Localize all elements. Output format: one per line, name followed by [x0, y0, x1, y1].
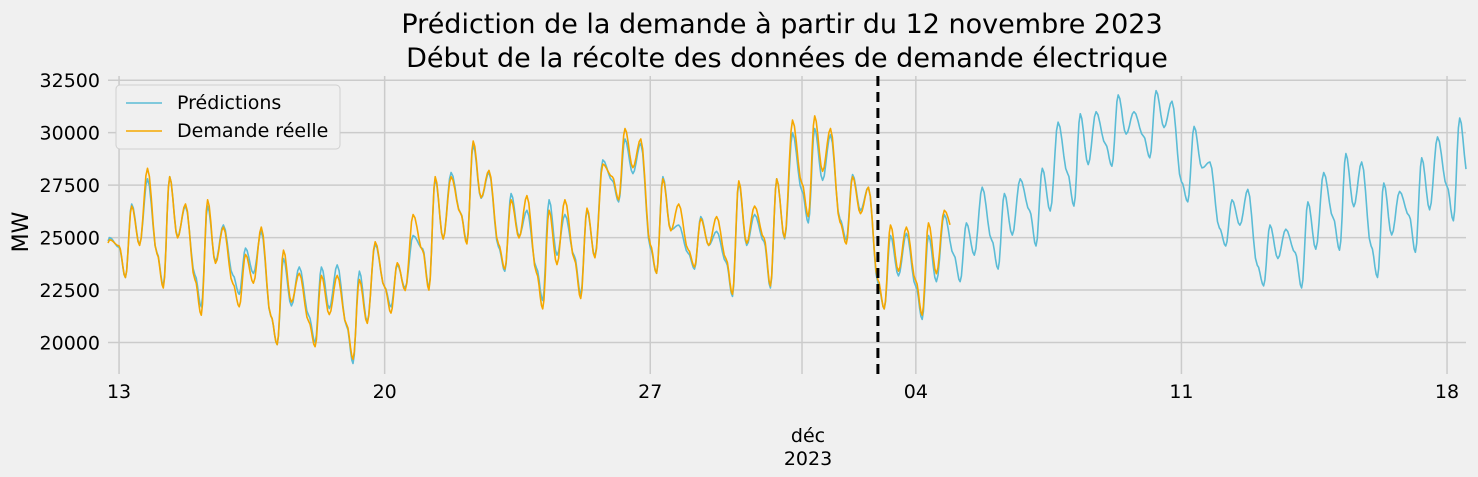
y-tick-label: 27500 — [40, 175, 100, 197]
x-tick-label: 20 — [373, 381, 397, 403]
series-lines — [107, 89, 1467, 365]
legend-box — [115, 84, 341, 150]
chart-title: Prédiction de la demande à partir du 12 … — [401, 9, 1162, 40]
legend-label-predictions: Prédictions — [177, 92, 281, 114]
x-axis-ticks: 13 20 27 04 11 18 — [107, 381, 1459, 403]
y-tick-label: 32500 — [40, 70, 100, 92]
chart-subtitle: Début de la récolte des données de deman… — [406, 43, 1168, 74]
y-tick-label: 22500 — [40, 280, 100, 302]
legend: Prédictions Demande réelle — [115, 84, 341, 150]
y-axis-label: MW — [9, 211, 34, 252]
grid — [108, 76, 1466, 374]
x-tick-label: 04 — [904, 381, 928, 403]
x-tick-label: 13 — [107, 381, 131, 403]
legend-label-actual-demand: Demande réelle — [177, 120, 328, 142]
y-axis-ticks: 20000 22500 25000 27500 30000 32500 — [40, 70, 100, 354]
x-tick-label: 11 — [1169, 381, 1193, 403]
month-label: déc — [791, 425, 825, 447]
y-tick-label: 25000 — [40, 228, 100, 250]
series-line-1 — [107, 115, 951, 361]
y-tick-label: 20000 — [40, 333, 100, 355]
x-tick-label: 27 — [638, 381, 662, 403]
year-label: 2023 — [784, 448, 832, 470]
y-tick-label: 30000 — [40, 123, 100, 145]
x-tick-label: 18 — [1435, 381, 1459, 403]
